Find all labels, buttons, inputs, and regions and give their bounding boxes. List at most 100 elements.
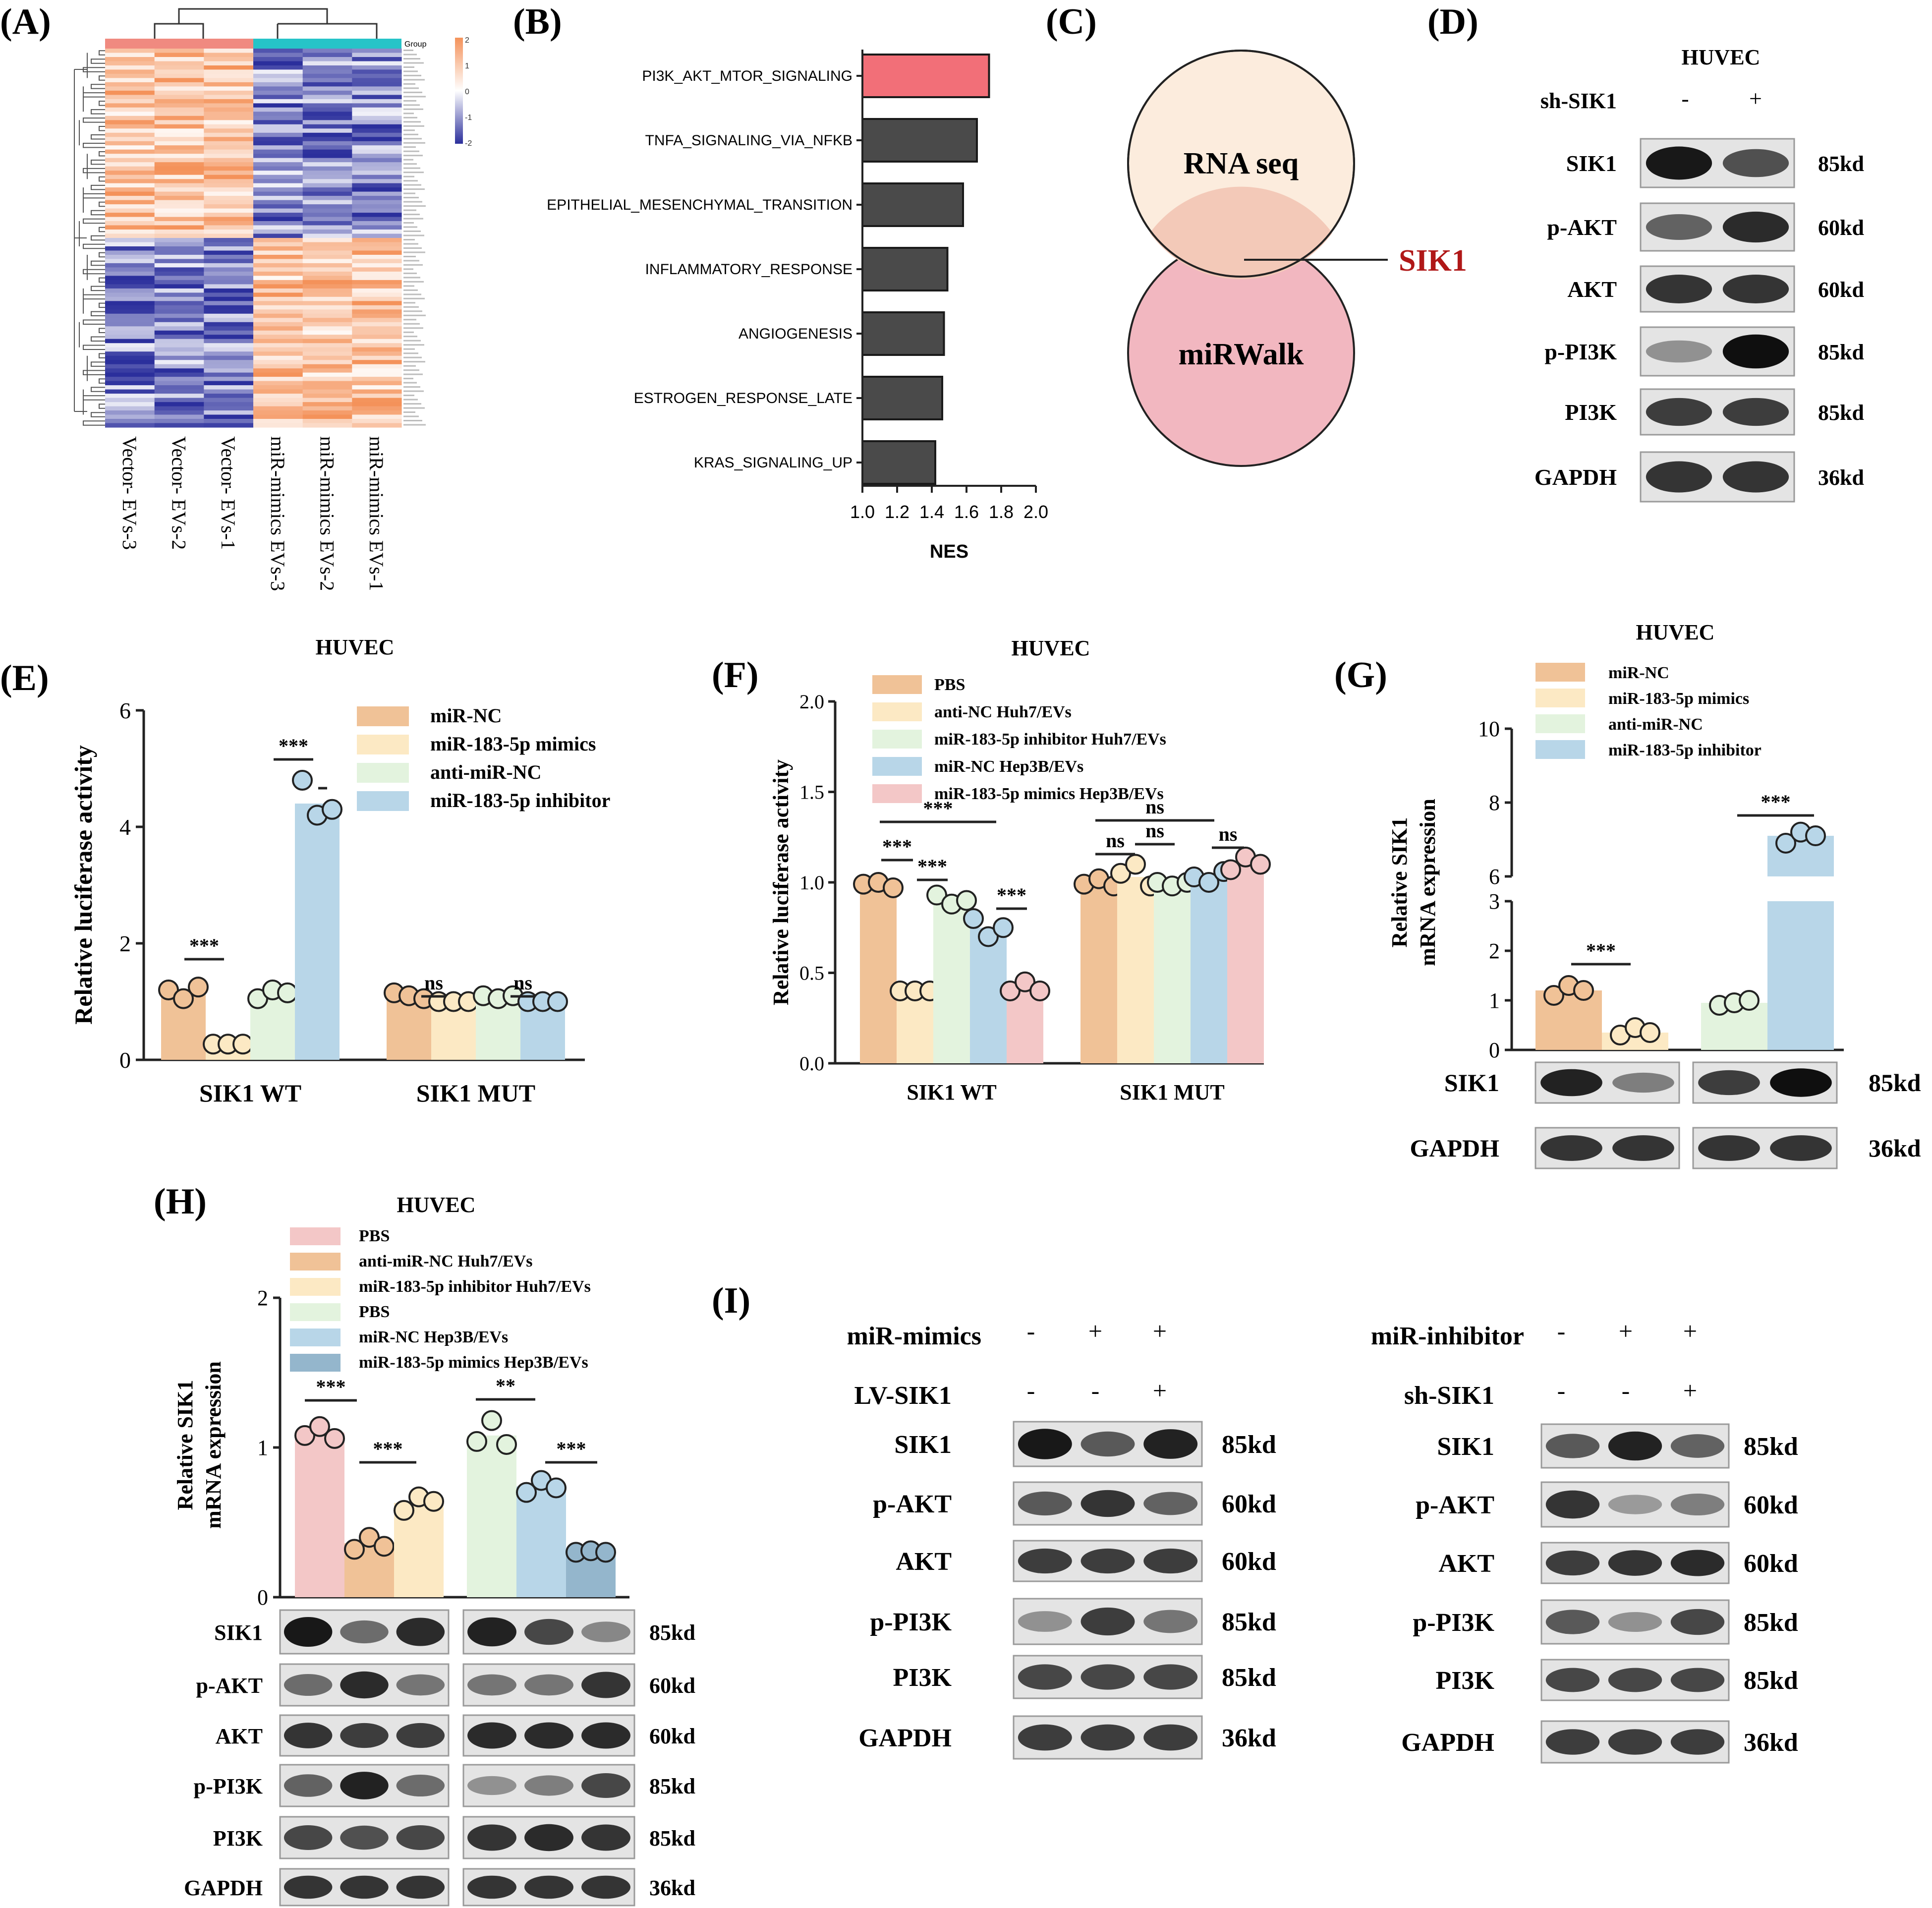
heatmap-cell: [302, 73, 352, 78]
f-sig-4-text: ***: [997, 884, 1026, 906]
heatmap-cell: [352, 301, 402, 306]
heatmap-cell: [253, 309, 303, 314]
panel-label-g: (G): [1334, 655, 1387, 695]
g-ylabel-line2: mRNA expression: [1416, 799, 1440, 966]
panel-label-d: (D): [1427, 1, 1478, 42]
h-legend-1-pbs: PBS: [359, 1227, 390, 1245]
gene-label-mark: [403, 205, 426, 207]
heatmap-cell: [204, 57, 254, 62]
heatmap-cell: [204, 124, 254, 129]
heatmap-cell: [105, 339, 155, 344]
heatmap-cell: [253, 288, 303, 293]
panel-d-blot-p-pi3k-band: [1646, 340, 1712, 363]
heatmap-cell: [204, 360, 254, 365]
gene-label-mark: [403, 424, 426, 426]
heatmap-cell: [302, 402, 352, 407]
gene-label-mark: [403, 133, 418, 135]
heatmap-cell: [253, 351, 303, 356]
h-blot-kd: 36kd: [649, 1876, 695, 1900]
heatmap-cell: [302, 330, 352, 335]
heatmap-cell: [253, 65, 303, 70]
g-point: [1640, 1022, 1660, 1043]
h-y-tick-label: 0: [257, 1585, 268, 1610]
heatmap-cell: [352, 69, 402, 74]
h-legend-swatch: [290, 1329, 341, 1346]
heatmap-cell: [105, 154, 155, 159]
heatmap-cell: [154, 65, 204, 70]
heatmap-cell: [352, 296, 402, 301]
panel-d-blot-akt-band: [1722, 275, 1789, 303]
heatmap-cell: [204, 343, 254, 348]
heatmap-cell: [105, 53, 155, 58]
gene-label-mark: [403, 87, 419, 89]
g-blot-row-gapdh: GAPDH: [1410, 1134, 1499, 1162]
heatmap-cell: [253, 385, 303, 390]
f-sig-2-text: ***: [917, 855, 947, 877]
e-sig-1-text: ***: [189, 934, 219, 957]
i-left-blot-gapdh-band: [1018, 1724, 1072, 1751]
i-right-row-p-akt: p-AKT: [1416, 1491, 1494, 1519]
i-left-cond2-sign: -: [1027, 1377, 1035, 1404]
heatmap-cell: [154, 309, 204, 314]
heatmap-cell: [105, 271, 155, 276]
heatmap-cell: [352, 267, 402, 272]
heatmap-cell: [204, 271, 254, 276]
gene-label-mark: [403, 214, 420, 216]
heatmap-cell: [302, 225, 352, 230]
h-blot-row-pi3k: PI3K: [213, 1826, 263, 1850]
heatmap-cell: [302, 49, 352, 54]
heatmap-cell: [253, 280, 303, 285]
heatmap-cell: [253, 183, 303, 188]
panel-d-blot-gapdh-band: [1722, 461, 1789, 493]
gsea-label-inflammatory-response: INFLAMMATORY_RESPONSE: [645, 261, 852, 278]
heatmap-cell: [105, 288, 155, 293]
i-right-row-sik1: SIK1: [1437, 1433, 1494, 1461]
heatmap-cell: [204, 99, 254, 104]
heatmap-cell: [204, 213, 254, 218]
heatmap-cell: [154, 347, 204, 352]
heatmap-cell: [302, 288, 352, 293]
heatmap-cell: [302, 103, 352, 108]
gene-label-mark: [403, 108, 423, 110]
heatmap-cell: [154, 166, 204, 171]
heatmap-cell: [105, 305, 155, 310]
venn-label-rna-seq: RNA seq: [1184, 147, 1299, 180]
heatmap-cell: [253, 233, 303, 238]
h-point: [309, 1416, 330, 1437]
f-sig-5-text: ns: [1106, 829, 1125, 852]
heatmap-cell: [352, 259, 402, 264]
gene-label-mark: [403, 411, 415, 413]
heatmap-cell: [204, 423, 254, 428]
panel-d-row-pi3k: PI3K: [1565, 400, 1617, 425]
i-right-blot-gapdh-band: [1545, 1729, 1600, 1755]
gene-label-mark: [403, 121, 421, 123]
heatmap-cell: [105, 406, 155, 411]
heatmap-cell: [302, 242, 352, 247]
heatmap-cell: [352, 233, 402, 238]
gsea-label-epithelial-mesenchymal-transition: EPITHELIAL_MESENCHYMAL_TRANSITION: [547, 197, 852, 213]
heatmap-cell: [253, 116, 303, 120]
heatmap-cell: [105, 255, 155, 260]
g-blot-right-gapdh-band: [1698, 1135, 1760, 1161]
heatmap-cell: [105, 377, 155, 382]
heatmap-cell: [352, 53, 402, 58]
f-point: [883, 877, 904, 898]
g-blot-left-sik1-band: [1540, 1069, 1602, 1097]
heatmap-cell: [154, 86, 204, 91]
heatmap-cell: [204, 410, 254, 415]
heatmap-cell: [204, 73, 254, 78]
heatmap-cell: [105, 200, 155, 205]
panel-d-sign: +: [1749, 86, 1762, 111]
f-y-tick-label: 1.0: [799, 871, 824, 894]
heatmap-cell: [352, 149, 402, 154]
heatmap-cell: [154, 284, 204, 289]
e-y-tick-label: 0: [119, 1047, 131, 1073]
heatmap-cell: [154, 141, 204, 146]
heatmap-cell: [253, 284, 303, 289]
e-legend-mir-183-5p-mimics: miR-183-5p mimics: [430, 733, 596, 755]
g-y-tick-label: 10: [1478, 717, 1500, 741]
h-blot-right-sik1-band: [524, 1619, 573, 1645]
heatmap-cell: [302, 313, 352, 318]
heatmap-cell: [105, 423, 155, 428]
heatmap-cell: [105, 335, 155, 340]
